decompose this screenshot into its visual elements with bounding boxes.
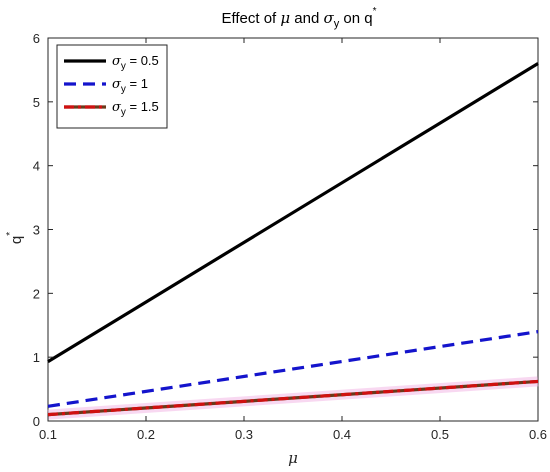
y-tick-label: 4 [33, 159, 40, 174]
y-tick-label: 3 [33, 223, 40, 238]
series-line-1 [47, 330, 539, 408]
y-tick-label: 0 [33, 414, 40, 429]
y-tick-label: 5 [33, 95, 40, 110]
x-tick-label: 0.6 [529, 427, 547, 442]
y-axis-label: q* [5, 232, 25, 244]
x-tick-label: 0.2 [137, 427, 155, 442]
x-tick-label: 0.3 [235, 427, 253, 442]
legend-box [56, 44, 168, 129]
series-line-0 [47, 62, 539, 364]
legend-label: σy = 0.5 [112, 53, 159, 72]
legend-label: σy = 1 [112, 76, 148, 95]
legend-label: σy = 1.5 [112, 99, 159, 118]
x-axis-label: μ [288, 449, 298, 467]
x-tick-label: 0.5 [431, 427, 449, 442]
series-line-2 [47, 379, 539, 417]
legend: σy = 0.5 σy = 1 σy = 1.5 [56, 44, 168, 129]
x-tick-label: 0.1 [39, 427, 57, 442]
series-group [47, 62, 539, 417]
y-axis-ticks: 0 1 2 3 4 5 6 [33, 31, 538, 429]
y-tick-label: 1 [33, 350, 40, 365]
legend-items: σy = 0.5 σy = 1 σy = 1.5 [64, 53, 159, 118]
y-tick-label: 6 [33, 31, 40, 46]
x-tick-label: 0.4 [333, 427, 351, 442]
y-tick-label: 2 [33, 286, 40, 301]
x-axis-ticks: 0.1 0.2 0.3 0.4 0.5 0.6 [39, 38, 547, 442]
chart-title: Effect of μ and σy on q* [221, 6, 376, 30]
